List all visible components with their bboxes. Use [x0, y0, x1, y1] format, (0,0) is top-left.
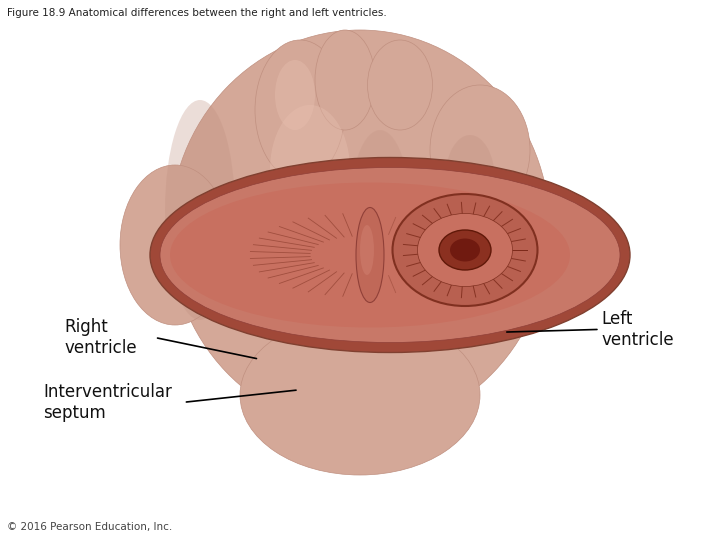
Ellipse shape [450, 239, 480, 261]
Text: © 2016 Pearson Education, Inc.: © 2016 Pearson Education, Inc. [7, 522, 173, 532]
Ellipse shape [150, 158, 630, 353]
Ellipse shape [270, 105, 350, 235]
Ellipse shape [350, 130, 410, 290]
Ellipse shape [160, 167, 620, 342]
Ellipse shape [315, 30, 375, 130]
Ellipse shape [418, 213, 513, 287]
Ellipse shape [240, 315, 480, 475]
Text: Left
ventricle: Left ventricle [601, 310, 674, 349]
Text: Right
ventricle: Right ventricle [65, 318, 138, 357]
Ellipse shape [165, 100, 235, 320]
Ellipse shape [360, 225, 374, 275]
Ellipse shape [275, 60, 315, 130]
Ellipse shape [170, 183, 570, 327]
Ellipse shape [445, 135, 495, 225]
Text: Figure 18.9 Anatomical differences between the right and left ventricles.: Figure 18.9 Anatomical differences betwe… [7, 8, 387, 18]
Ellipse shape [356, 207, 384, 302]
Ellipse shape [439, 230, 491, 270]
Ellipse shape [255, 40, 345, 180]
Ellipse shape [120, 165, 230, 325]
Text: Interventricular
septum: Interventricular septum [43, 383, 172, 422]
Ellipse shape [392, 194, 538, 306]
Ellipse shape [367, 40, 433, 130]
Ellipse shape [430, 85, 530, 215]
Ellipse shape [170, 30, 550, 430]
